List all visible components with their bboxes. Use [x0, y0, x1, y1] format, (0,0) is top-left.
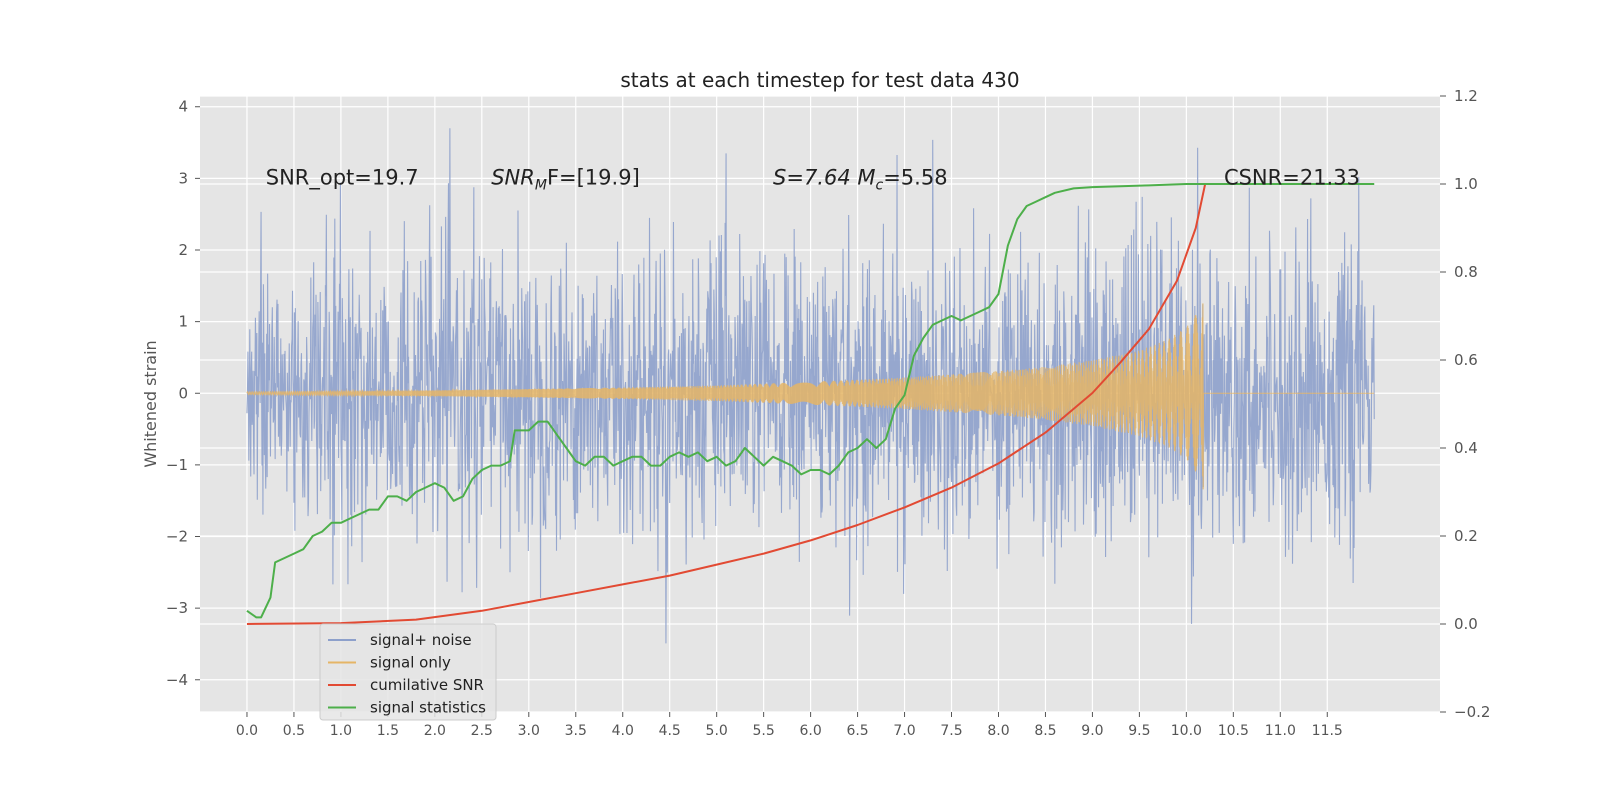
- legend-label: signal statistics: [370, 699, 486, 717]
- legend-box: [319, 623, 497, 721]
- x-tick-label: 6.5: [846, 723, 868, 739]
- legend: signal+ noise signal only cumilative SNR si…: [319, 623, 497, 721]
- x-tick-label: 9.5: [1128, 723, 1150, 739]
- y-tick-label: −3: [166, 599, 188, 617]
- series-layer: [246, 128, 1375, 644]
- y-tick-label: −4: [166, 671, 188, 689]
- x-tick-label: 2.5: [471, 723, 493, 739]
- x-tick-label: 3.0: [518, 723, 540, 739]
- legend-label: cumilative SNR: [370, 676, 484, 694]
- x-tick-label: 6.0: [799, 723, 821, 739]
- x-tick-label: 2.0: [424, 723, 446, 739]
- x-tick-label: 7.0: [893, 723, 915, 739]
- y2-tick-label: 0.6: [1454, 351, 1478, 369]
- annotation-3: CSNR=21.33: [1224, 165, 1360, 189]
- annotation-1: SNRMF=[19.9]: [491, 165, 640, 193]
- x-tick-label: 9.0: [1081, 723, 1103, 739]
- y-tick-label: 4: [178, 98, 188, 116]
- y2-tick-label: 0.8: [1454, 263, 1478, 281]
- y-tick-label: 1: [178, 313, 188, 331]
- annotations: SNR_opt=19.7 SNRMF=[19.9] S=7.64 Mc=5.58 CS…: [266, 165, 1360, 193]
- y-tick-label: 3: [178, 169, 188, 187]
- x-tick-label: 0.0: [236, 723, 258, 739]
- legend-label: signal only: [370, 654, 451, 672]
- x-tick-label: 4.5: [659, 723, 681, 739]
- series-signal-only: [246, 303, 1375, 490]
- y2-tick-label: 1.0: [1454, 175, 1478, 193]
- x-tick-label: 10.0: [1171, 723, 1202, 739]
- y-tick-label: 0: [178, 384, 188, 402]
- y-tick-label: 2: [178, 241, 188, 259]
- x-tick-label: 4.0: [612, 723, 634, 739]
- x-tick-label: 8.5: [1034, 723, 1056, 739]
- x-tick-label: 10.5: [1218, 723, 1249, 739]
- y2-tick-label: 0.4: [1454, 439, 1478, 457]
- annotation-2: S=7.64 Mc=5.58: [773, 165, 948, 193]
- x-tick-label: 11.0: [1265, 723, 1296, 739]
- axes: 0.0 0.5 1.0 1.5 2.0 2.5 3.0 3.5 4.0 4.5 5.0 5.5 6.0 6…: [166, 87, 1491, 739]
- y-tick-label: −1: [166, 456, 188, 474]
- chart-title: stats at each timestep for test data 430: [620, 68, 1019, 92]
- x-tick-label: 11.5: [1312, 723, 1343, 739]
- y-axis-label: Whitened strain: [141, 340, 160, 467]
- x-tick-label: 1.5: [377, 723, 399, 739]
- x-tick-label: 3.5: [565, 723, 587, 739]
- y2-tick-label: 1.2: [1454, 87, 1478, 105]
- legend-label: signal+ noise: [370, 631, 472, 649]
- x-tick-label: 7.5: [940, 723, 962, 739]
- y2-tick-label: 0.0: [1454, 615, 1478, 633]
- annotation-0: SNR_opt=19.7: [266, 165, 419, 190]
- y-tick-label: −2: [166, 528, 188, 546]
- y2-tick-label: 0.2: [1454, 527, 1478, 545]
- series-signal-statistics: [246, 183, 1375, 619]
- x-tick-label: 1.0: [330, 723, 352, 739]
- x-tick-label: 5.5: [753, 723, 775, 739]
- x-tick-label: 5.0: [706, 723, 728, 739]
- y2-tick-label: −0.2: [1454, 703, 1490, 721]
- x-tick-label: 8.0: [987, 723, 1009, 739]
- x-tick-label: 0.5: [283, 723, 305, 739]
- series-cumulative-snr: [246, 183, 1207, 625]
